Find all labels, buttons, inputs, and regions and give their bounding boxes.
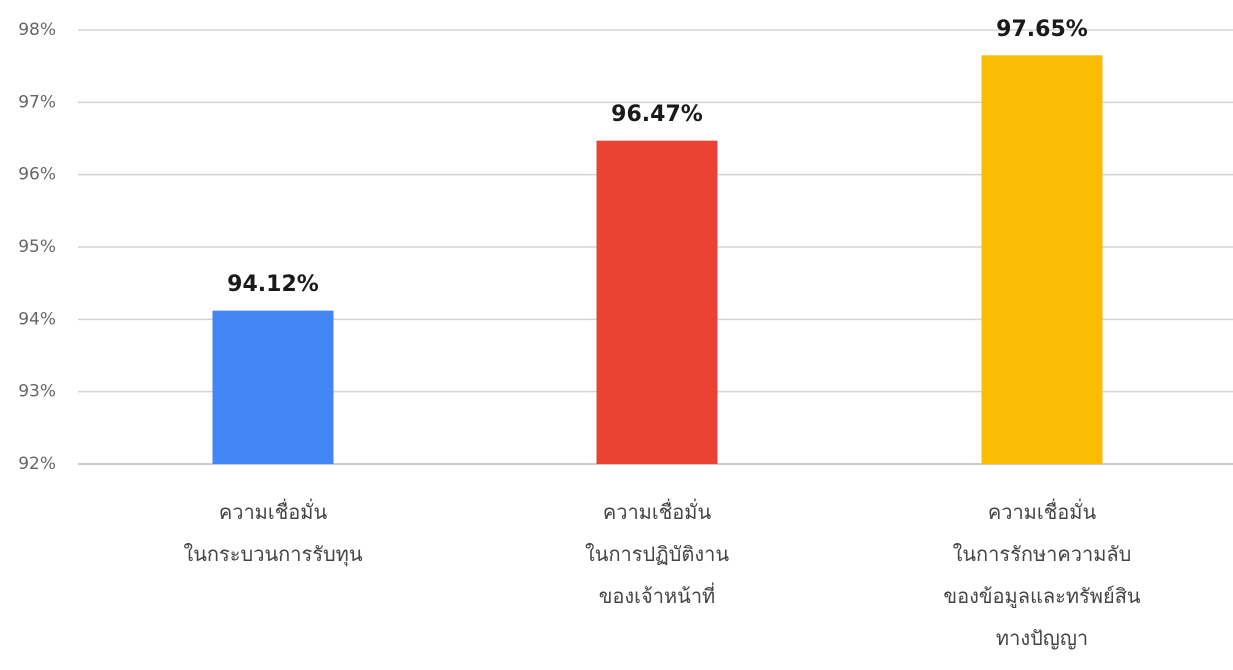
y-axis-ticks: 92% 93% 94% 95% 96% 97% 98% <box>18 20 56 474</box>
y-tick-label: 98% <box>18 20 56 40</box>
bar-1 <box>212 310 334 464</box>
y-tick-label: 93% <box>18 382 56 402</box>
y-tick-label: 96% <box>18 165 56 185</box>
bar-3 <box>981 55 1103 465</box>
category-label-2-line-3: ของเจ้าหน้าที่ <box>599 582 716 608</box>
data-label-3: 97.65% <box>996 17 1088 42</box>
data-labels-layer: 94.12% 96.47% 97.65% <box>227 17 1088 297</box>
category-label-1-line-1: ความเชื่อมั่น <box>219 498 328 524</box>
bar-2 <box>596 140 718 465</box>
category-label-3-line-2: ในการรักษาความลับ <box>953 542 1132 566</box>
category-label-2-line-1: ความเชื่อมั่น <box>603 498 712 524</box>
y-tick-label: 94% <box>18 309 56 329</box>
y-tick-label: 97% <box>18 92 56 112</box>
data-label-2: 96.47% <box>611 102 703 127</box>
y-tick-label: 92% <box>18 454 56 474</box>
bars-layer <box>212 55 1103 465</box>
category-label-3-line-1: ความเชื่อมั่น <box>988 498 1097 524</box>
y-tick-label: 95% <box>18 237 56 257</box>
category-label-3-line-4: ทางปัญญา <box>996 626 1088 650</box>
category-label-1-line-2: ในกระบวนการรับทุน <box>183 542 362 567</box>
category-label-3-line-3: ของข้อมูลและทรัพย์สิน <box>943 584 1140 609</box>
category-label-2-line-2: ในการปฏิบัติงาน <box>585 542 729 566</box>
data-label-1: 94.12% <box>227 272 319 297</box>
